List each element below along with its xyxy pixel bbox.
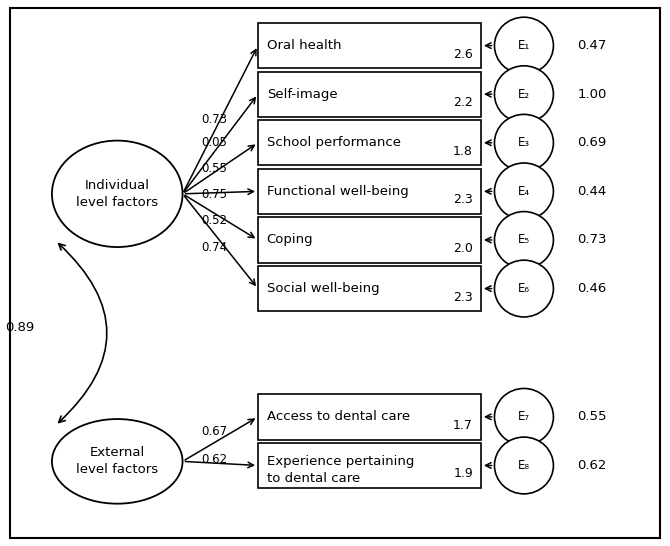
Text: E₃: E₃: [518, 136, 530, 149]
Bar: [258, 72, 481, 117]
Text: Individual
level factors: Individual level factors: [76, 179, 158, 209]
Text: 0.73: 0.73: [201, 113, 227, 126]
Ellipse shape: [494, 212, 553, 269]
Text: 0.55: 0.55: [578, 411, 607, 423]
Bar: [258, 120, 481, 165]
Text: 0.05: 0.05: [201, 136, 227, 149]
Ellipse shape: [52, 140, 182, 247]
Bar: [258, 266, 481, 311]
Ellipse shape: [494, 17, 553, 74]
Text: 0.46: 0.46: [578, 282, 607, 295]
Ellipse shape: [494, 163, 553, 219]
Text: E₆: E₆: [518, 282, 530, 295]
Text: External
level factors: External level factors: [76, 447, 158, 476]
Text: E₅: E₅: [518, 234, 530, 246]
Text: 0.89: 0.89: [5, 321, 35, 334]
Text: 0.52: 0.52: [201, 214, 227, 227]
Bar: [258, 23, 481, 68]
Text: 0.55: 0.55: [201, 162, 227, 175]
Text: 2.0: 2.0: [453, 242, 473, 255]
Text: 1.9: 1.9: [454, 467, 473, 480]
Text: 2.6: 2.6: [454, 48, 473, 61]
Ellipse shape: [494, 115, 553, 171]
Ellipse shape: [494, 389, 553, 445]
Text: E₇: E₇: [518, 411, 530, 423]
Ellipse shape: [494, 260, 553, 317]
Text: Oral health: Oral health: [267, 39, 341, 52]
Ellipse shape: [494, 437, 553, 494]
Text: E₈: E₈: [518, 459, 530, 472]
Text: 0.74: 0.74: [201, 241, 227, 254]
Text: 1.7: 1.7: [453, 419, 473, 432]
Bar: [258, 443, 481, 488]
Text: to dental care: to dental care: [267, 472, 360, 484]
Text: 0.75: 0.75: [201, 188, 227, 201]
Ellipse shape: [494, 66, 553, 123]
Bar: [258, 394, 481, 440]
Bar: [258, 169, 481, 214]
Text: Self-image: Self-image: [267, 88, 337, 100]
Text: 0.73: 0.73: [578, 234, 607, 246]
Text: School performance: School performance: [267, 136, 401, 149]
Text: Social well-being: Social well-being: [267, 282, 379, 295]
Bar: [258, 217, 481, 263]
Text: E₂: E₂: [518, 88, 530, 100]
Text: 0.44: 0.44: [578, 185, 607, 198]
Text: 2.3: 2.3: [454, 193, 473, 206]
Text: Coping: Coping: [267, 234, 314, 246]
Text: 0.62: 0.62: [201, 453, 227, 466]
Text: Access to dental care: Access to dental care: [267, 411, 410, 423]
Text: 0.62: 0.62: [578, 459, 607, 472]
Text: 2.3: 2.3: [454, 290, 473, 304]
Text: E₁: E₁: [518, 39, 530, 52]
Text: Experience pertaining: Experience pertaining: [267, 455, 414, 468]
Text: 0.47: 0.47: [578, 39, 607, 52]
Text: 1.00: 1.00: [578, 88, 607, 100]
Text: 2.2: 2.2: [454, 96, 473, 109]
Text: 1.8: 1.8: [453, 145, 473, 158]
Text: 0.69: 0.69: [578, 136, 607, 149]
Text: 0.67: 0.67: [201, 425, 227, 438]
FancyArrowPatch shape: [59, 244, 107, 423]
Text: E₄: E₄: [518, 185, 530, 198]
Ellipse shape: [52, 419, 182, 503]
Text: Functional well-being: Functional well-being: [267, 185, 409, 198]
